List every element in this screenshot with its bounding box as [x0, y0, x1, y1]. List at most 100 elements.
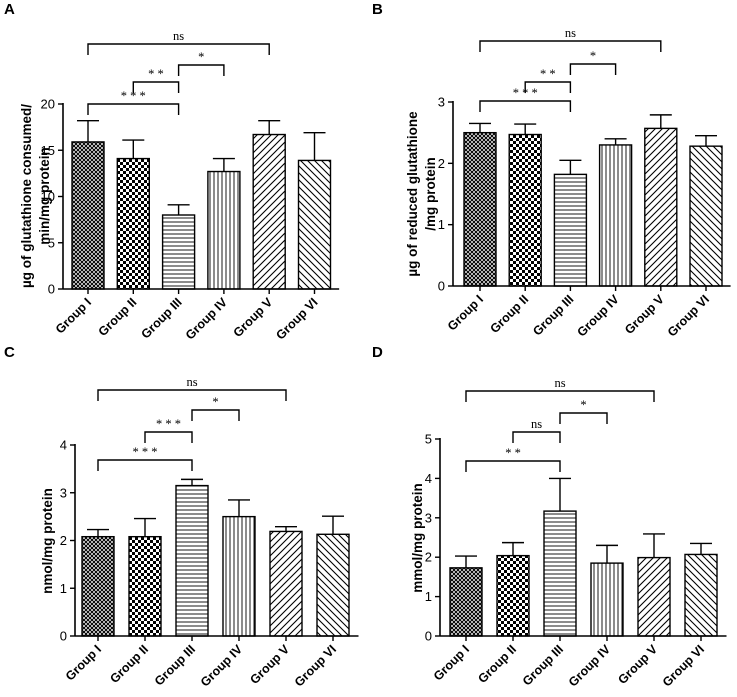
bar-group-iv [598, 144, 633, 287]
bar-group-iii [543, 510, 577, 637]
significance-label: * [590, 49, 596, 63]
y-axis-label: nmol/mg protein [40, 488, 55, 594]
significance-bracket [559, 412, 608, 424]
x-tick-label: Group VI [660, 642, 707, 689]
y-tick-label: 1 [425, 589, 432, 604]
y-tick-label: 1 [438, 217, 445, 232]
x-tick-label: Group I [445, 292, 486, 333]
y-tick-label: 3 [60, 485, 67, 500]
significance-bracket [87, 103, 180, 115]
panel-letter: D [372, 344, 383, 361]
significance-bracket [97, 459, 193, 471]
x-tick-label: Group V [231, 295, 276, 340]
y-axis-label-line: nmol/mg protein [40, 488, 55, 594]
bar-group-v [252, 133, 286, 290]
bar-group-iv [207, 170, 241, 290]
significance-bracket [87, 43, 270, 55]
significance-label: ns [554, 376, 565, 390]
y-tick-label: 4 [425, 471, 432, 486]
y-tick-label: 5 [48, 235, 55, 250]
x-tick-label: Group VI [665, 292, 712, 339]
significance-label: * [580, 398, 586, 412]
y-tick-label: 2 [438, 156, 445, 171]
bar-group-v [644, 127, 678, 287]
bar-group-v [637, 556, 671, 637]
significance-label: * * [505, 446, 521, 460]
significance-bracket [465, 460, 561, 472]
y-tick-label: 5 [425, 432, 432, 447]
significance-bracket [97, 389, 287, 401]
bar-group-v [269, 530, 303, 637]
x-tick-label: Group III [530, 292, 576, 338]
significance-label: * [198, 50, 204, 64]
y-tick-label: 1 [60, 581, 67, 596]
x-tick-label: Group II [107, 642, 151, 686]
bar-group-iii [175, 484, 209, 637]
y-tick-label: 0 [438, 279, 445, 294]
x-tick-label: Group VI [273, 295, 320, 342]
bar-group-ii [116, 157, 151, 290]
x-tick-label: Group IV [198, 642, 246, 690]
significance-label: * * * [156, 417, 181, 431]
bar-group-ii [128, 535, 162, 637]
x-tick-label: Group VI [292, 642, 339, 689]
bar-group-ii [496, 554, 530, 637]
x-tick-label: Group IV [574, 292, 622, 340]
significance-bracket [191, 409, 240, 421]
y-tick-label: 0 [425, 629, 432, 644]
x-tick-label: Group III [520, 642, 566, 688]
bar-group-vi [297, 159, 332, 290]
x-tick-label: Group I [53, 295, 94, 336]
significance-bracket [479, 40, 662, 52]
significance-bracket [479, 100, 572, 112]
x-tick-label: Group IV [183, 295, 231, 343]
y-tick-label: 20 [41, 97, 55, 112]
y-axis-label-line: µg of glutathione consumed/ [19, 104, 34, 288]
panel-letter: C [4, 344, 15, 361]
x-tick-label: Group III [138, 295, 184, 341]
y-tick-label: 4 [60, 438, 67, 453]
bar-group-iv [222, 515, 256, 637]
significance-label: * * * [121, 89, 146, 103]
x-tick-label: Group V [247, 642, 292, 687]
panel-letter: A [4, 1, 15, 18]
significance-bracket [512, 431, 561, 443]
x-tick-label: Group I [431, 642, 472, 683]
x-tick-label: Group II [488, 292, 532, 336]
y-tick-label: 15 [41, 143, 55, 158]
y-tick-label: 3 [438, 95, 445, 110]
bar-group-vi [684, 553, 718, 637]
bar-group-i [449, 567, 483, 637]
y-tick-label: 10 [41, 189, 55, 204]
y-tick-label: 2 [60, 533, 67, 548]
y-axis-label: µg of reduced glutathione/mg protein [405, 111, 438, 277]
x-tick-label: Group IV [566, 642, 614, 690]
significance-label: ns [531, 417, 542, 431]
bar-group-i [463, 131, 497, 287]
bar-group-iv [590, 562, 624, 637]
significance-label: * * [540, 67, 556, 81]
bar-group-vi [689, 145, 723, 287]
y-axis-label-line: mmol/mg protein [410, 483, 425, 593]
significance-bracket [465, 390, 655, 402]
y-axis-label-line: /mg protein [423, 157, 438, 231]
bar-group-iii [161, 214, 196, 290]
y-tick-label: 3 [425, 510, 432, 525]
panel-letter: B [372, 1, 383, 18]
significance-bracket [569, 63, 617, 75]
y-tick-label: 0 [60, 629, 67, 644]
x-tick-label: Group V [615, 642, 660, 687]
significance-label: * [212, 395, 218, 409]
significance-label: * * * [133, 445, 158, 459]
significance-label: * * * [513, 86, 538, 100]
x-tick-label: Group III [152, 642, 198, 688]
x-tick-label: Group II [96, 295, 140, 339]
bar-group-i [71, 141, 105, 290]
significance-label: ns [186, 375, 197, 389]
significance-bracket [132, 81, 180, 93]
